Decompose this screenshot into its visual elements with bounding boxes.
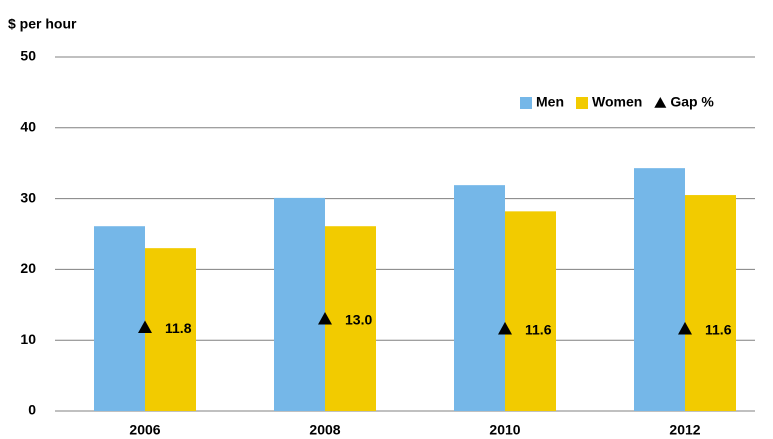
data-label: 13.0	[345, 312, 372, 328]
legend-label: Gap %	[670, 94, 714, 110]
y-tick-label: 10	[20, 331, 36, 347]
y-tick-label: 50	[20, 48, 36, 64]
legend-swatch	[520, 97, 532, 109]
legend-label: Women	[592, 94, 642, 110]
legend-swatch	[576, 97, 588, 109]
y-tick-label: 40	[20, 119, 36, 135]
x-tick-label: 2008	[309, 422, 340, 438]
bar	[325, 226, 376, 411]
bar	[505, 211, 556, 411]
bar	[454, 185, 505, 411]
data-label: 11.6	[705, 322, 732, 338]
x-tick-label: 2012	[669, 422, 700, 438]
legend-marker	[654, 97, 667, 108]
y-tick-label: 0	[28, 402, 36, 418]
chart-title: $ per hour	[8, 16, 77, 32]
gap-marker	[678, 321, 692, 335]
bar	[685, 195, 736, 411]
y-tick-label: 30	[20, 189, 36, 205]
bar	[145, 248, 196, 411]
data-label: 11.8	[165, 320, 192, 336]
x-tick-label: 2010	[489, 422, 520, 438]
y-tick-label: 20	[20, 260, 36, 276]
gap-marker	[498, 321, 512, 335]
gap-marker	[138, 320, 152, 334]
data-label: 11.6	[525, 322, 552, 338]
legend-label: Men	[536, 94, 564, 110]
x-tick-label: 2006	[129, 422, 160, 438]
bar	[274, 197, 325, 411]
bar	[94, 226, 145, 411]
gap-marker	[318, 311, 332, 325]
bar	[634, 168, 685, 411]
